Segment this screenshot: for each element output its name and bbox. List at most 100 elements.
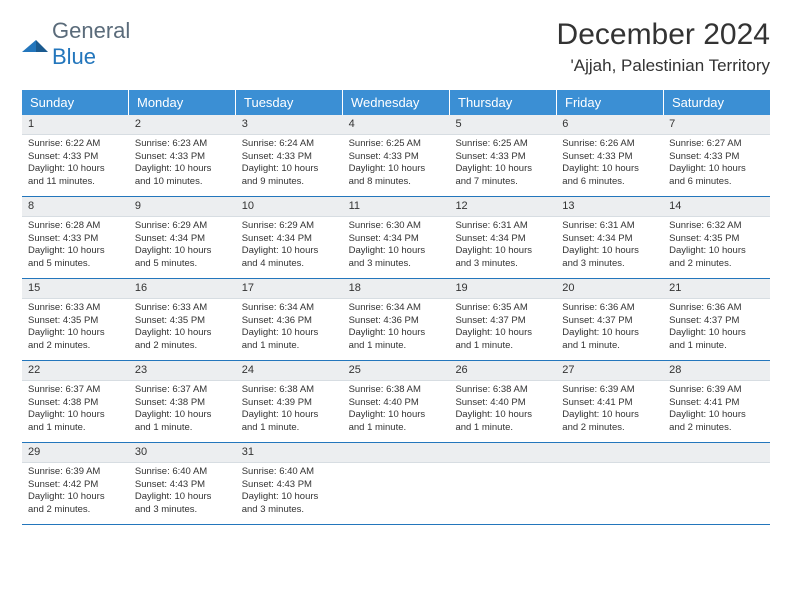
day-line: Daylight: 10 hours	[455, 409, 550, 422]
day-line: Daylight: 10 hours	[28, 327, 123, 340]
day-line: Sunrise: 6:25 AM	[455, 138, 550, 151]
day-line: Daylight: 10 hours	[135, 327, 230, 340]
day-line: and 9 minutes.	[242, 176, 337, 189]
day-cell: 13Sunrise: 6:31 AMSunset: 4:34 PMDayligh…	[556, 197, 663, 279]
day-number: 3	[236, 115, 343, 135]
day-cell: 19Sunrise: 6:35 AMSunset: 4:37 PMDayligh…	[449, 279, 556, 361]
day-line: Daylight: 10 hours	[562, 245, 657, 258]
day-body: Sunrise: 6:25 AMSunset: 4:33 PMDaylight:…	[343, 135, 450, 194]
day-line: Daylight: 10 hours	[349, 163, 444, 176]
day-cell: 11Sunrise: 6:30 AMSunset: 4:34 PMDayligh…	[343, 197, 450, 279]
day-cell: 8Sunrise: 6:28 AMSunset: 4:33 PMDaylight…	[22, 197, 129, 279]
day-line: Sunset: 4:41 PM	[562, 397, 657, 410]
day-number: 14	[663, 197, 770, 217]
day-body: Sunrise: 6:34 AMSunset: 4:36 PMDaylight:…	[343, 299, 450, 358]
day-cell: 2Sunrise: 6:23 AMSunset: 4:33 PMDaylight…	[129, 115, 236, 197]
day-body: Sunrise: 6:35 AMSunset: 4:37 PMDaylight:…	[449, 299, 556, 358]
day-number: 31	[236, 443, 343, 463]
day-line: Sunset: 4:38 PM	[28, 397, 123, 410]
day-line: Sunset: 4:43 PM	[135, 479, 230, 492]
day-cell: 10Sunrise: 6:29 AMSunset: 4:34 PMDayligh…	[236, 197, 343, 279]
day-number	[343, 443, 450, 463]
day-line: Sunset: 4:36 PM	[349, 315, 444, 328]
dayhead: Sunday	[22, 90, 129, 115]
day-number: 26	[449, 361, 556, 381]
day-line: Daylight: 10 hours	[28, 491, 123, 504]
day-number: 15	[22, 279, 129, 299]
day-line: and 11 minutes.	[28, 176, 123, 189]
day-body: Sunrise: 6:31 AMSunset: 4:34 PMDaylight:…	[556, 217, 663, 276]
day-body: Sunrise: 6:36 AMSunset: 4:37 PMDaylight:…	[663, 299, 770, 358]
day-body: Sunrise: 6:29 AMSunset: 4:34 PMDaylight:…	[236, 217, 343, 276]
day-body: Sunrise: 6:29 AMSunset: 4:34 PMDaylight:…	[129, 217, 236, 276]
day-body: Sunrise: 6:23 AMSunset: 4:33 PMDaylight:…	[129, 135, 236, 194]
day-line: and 5 minutes.	[135, 258, 230, 271]
day-body: Sunrise: 6:30 AMSunset: 4:34 PMDaylight:…	[343, 217, 450, 276]
day-number: 30	[129, 443, 236, 463]
day-line: and 1 minute.	[562, 340, 657, 353]
day-line: Sunrise: 6:26 AM	[562, 138, 657, 151]
day-line: Sunrise: 6:23 AM	[135, 138, 230, 151]
week-row: 8Sunrise: 6:28 AMSunset: 4:33 PMDaylight…	[22, 197, 770, 279]
day-cell	[556, 443, 663, 525]
day-number: 8	[22, 197, 129, 217]
day-line: Sunset: 4:33 PM	[455, 151, 550, 164]
dayhead: Wednesday	[343, 90, 450, 115]
day-body: Sunrise: 6:25 AMSunset: 4:33 PMDaylight:…	[449, 135, 556, 194]
day-line: Sunrise: 6:38 AM	[242, 384, 337, 397]
day-cell: 15Sunrise: 6:33 AMSunset: 4:35 PMDayligh…	[22, 279, 129, 361]
day-number: 12	[449, 197, 556, 217]
day-number: 6	[556, 115, 663, 135]
day-line: Daylight: 10 hours	[135, 245, 230, 258]
day-line: and 1 minute.	[242, 340, 337, 353]
day-line: Sunset: 4:38 PM	[135, 397, 230, 410]
day-number: 28	[663, 361, 770, 381]
day-body: Sunrise: 6:24 AMSunset: 4:33 PMDaylight:…	[236, 135, 343, 194]
day-line: Sunset: 4:39 PM	[242, 397, 337, 410]
day-line: Sunrise: 6:22 AM	[28, 138, 123, 151]
day-line: and 1 minute.	[242, 422, 337, 435]
day-line: Daylight: 10 hours	[669, 409, 764, 422]
day-body: Sunrise: 6:38 AMSunset: 4:40 PMDaylight:…	[343, 381, 450, 440]
day-number	[449, 443, 556, 463]
day-line: and 3 minutes.	[135, 504, 230, 517]
day-line: Sunset: 4:33 PM	[242, 151, 337, 164]
week-row: 22Sunrise: 6:37 AMSunset: 4:38 PMDayligh…	[22, 361, 770, 443]
day-line: and 7 minutes.	[455, 176, 550, 189]
day-number: 16	[129, 279, 236, 299]
day-number: 4	[343, 115, 450, 135]
day-body: Sunrise: 6:40 AMSunset: 4:43 PMDaylight:…	[236, 463, 343, 522]
day-cell: 31Sunrise: 6:40 AMSunset: 4:43 PMDayligh…	[236, 443, 343, 525]
day-body: Sunrise: 6:32 AMSunset: 4:35 PMDaylight:…	[663, 217, 770, 276]
day-line: Sunrise: 6:29 AM	[242, 220, 337, 233]
day-line: Daylight: 10 hours	[349, 327, 444, 340]
day-cell	[449, 443, 556, 525]
month-title: December 2024	[557, 18, 770, 52]
day-line: Sunrise: 6:38 AM	[455, 384, 550, 397]
day-line: Daylight: 10 hours	[135, 491, 230, 504]
day-body: Sunrise: 6:34 AMSunset: 4:36 PMDaylight:…	[236, 299, 343, 358]
day-line: Daylight: 10 hours	[455, 163, 550, 176]
day-line: Daylight: 10 hours	[562, 409, 657, 422]
day-number: 25	[343, 361, 450, 381]
day-cell: 4Sunrise: 6:25 AMSunset: 4:33 PMDaylight…	[343, 115, 450, 197]
day-line: and 5 minutes.	[28, 258, 123, 271]
day-line: Sunset: 4:34 PM	[455, 233, 550, 246]
header: General Blue December 2024 'Ajjah, Pales…	[22, 18, 770, 76]
day-body: Sunrise: 6:33 AMSunset: 4:35 PMDaylight:…	[129, 299, 236, 358]
day-line: and 1 minute.	[455, 340, 550, 353]
day-line: Sunrise: 6:33 AM	[28, 302, 123, 315]
day-cell: 7Sunrise: 6:27 AMSunset: 4:33 PMDaylight…	[663, 115, 770, 197]
day-line: Sunrise: 6:39 AM	[669, 384, 764, 397]
day-line: Sunset: 4:42 PM	[28, 479, 123, 492]
day-line: Daylight: 10 hours	[135, 409, 230, 422]
day-line: Daylight: 10 hours	[669, 245, 764, 258]
weeks-container: 1Sunrise: 6:22 AMSunset: 4:33 PMDaylight…	[22, 115, 770, 525]
day-line: Daylight: 10 hours	[28, 409, 123, 422]
day-line: Sunset: 4:33 PM	[28, 151, 123, 164]
day-line: Sunrise: 6:29 AM	[135, 220, 230, 233]
location: 'Ajjah, Palestinian Territory	[557, 56, 770, 76]
dayhead: Friday	[557, 90, 664, 115]
day-line: Sunrise: 6:35 AM	[455, 302, 550, 315]
day-cell: 6Sunrise: 6:26 AMSunset: 4:33 PMDaylight…	[556, 115, 663, 197]
